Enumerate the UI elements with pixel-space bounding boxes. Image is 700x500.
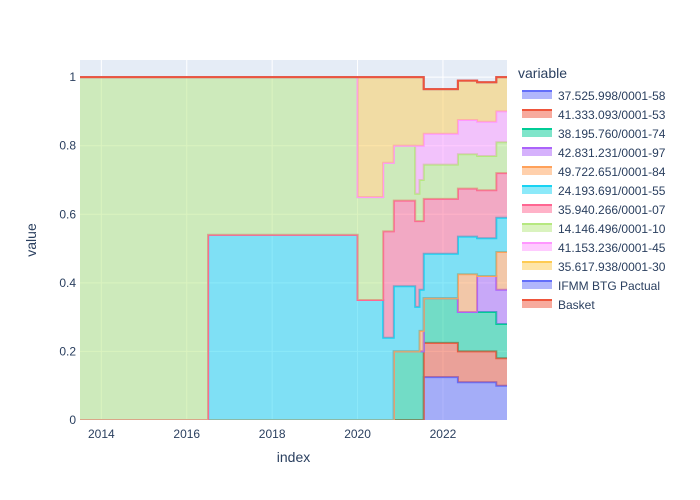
legend-item-label: 37.525.998/0001-58 <box>558 89 666 103</box>
y-tick-label: 0.6 <box>59 207 76 221</box>
legend-swatch <box>522 110 552 118</box>
y-tick-label: 1 <box>69 70 76 84</box>
legend-item-label: 14.146.496/0001-10 <box>558 222 666 236</box>
legend-swatch <box>522 300 552 308</box>
legend-item-label: 35.617.938/0001-30 <box>558 260 666 274</box>
legend-item-label: 35.940.266/0001-07 <box>558 203 666 217</box>
x-tick-label: 2020 <box>344 427 371 441</box>
legend-swatch <box>522 91 552 99</box>
legend-item-label: Basket <box>558 298 595 312</box>
y-tick-label: 0.4 <box>59 276 76 290</box>
x-axis-title: index <box>277 449 310 465</box>
x-tick-label: 2022 <box>430 427 457 441</box>
legend-item-label: 24.193.691/0001-55 <box>558 184 666 198</box>
legend-swatch <box>522 148 552 156</box>
legend-swatch <box>522 129 552 137</box>
y-tick-label: 0 <box>69 413 76 427</box>
series-area <box>80 252 507 420</box>
series-line <box>80 76 507 91</box>
legend-swatch <box>522 205 552 213</box>
y-tick-label: 0.8 <box>59 139 76 153</box>
legend-swatch <box>522 262 552 270</box>
legend-item-label: 41.333.093/0001-53 <box>558 108 666 122</box>
legend-title: variable <box>518 65 567 81</box>
series-area <box>80 217 507 420</box>
series-area <box>80 77 507 420</box>
x-tick-label: 2014 <box>88 427 115 441</box>
series-area <box>80 377 507 420</box>
legend-item-label: 38.195.760/0001-74 <box>558 127 666 141</box>
series-area <box>80 77 507 198</box>
legend-item-label: 42.831.231/0001-97 <box>558 146 666 160</box>
y-tick-label: 0.2 <box>59 344 76 358</box>
series-area <box>80 173 507 420</box>
legend-swatch <box>522 186 552 194</box>
legend-swatch <box>522 224 552 232</box>
legend-swatch <box>522 167 552 175</box>
series-area <box>80 298 507 420</box>
series-group <box>80 76 507 420</box>
legend-item-label: 41.153.236/0001-45 <box>558 241 666 255</box>
legend-swatch <box>522 281 552 289</box>
y-axis-title: value <box>23 223 39 257</box>
x-tick-label: 2018 <box>259 427 286 441</box>
x-tick-label: 2016 <box>173 427 200 441</box>
legend-item-label: 49.722.651/0001-84 <box>558 165 666 179</box>
legend-item-label: IFMM BTG Pactual <box>558 279 660 293</box>
legend-swatch <box>522 243 552 251</box>
